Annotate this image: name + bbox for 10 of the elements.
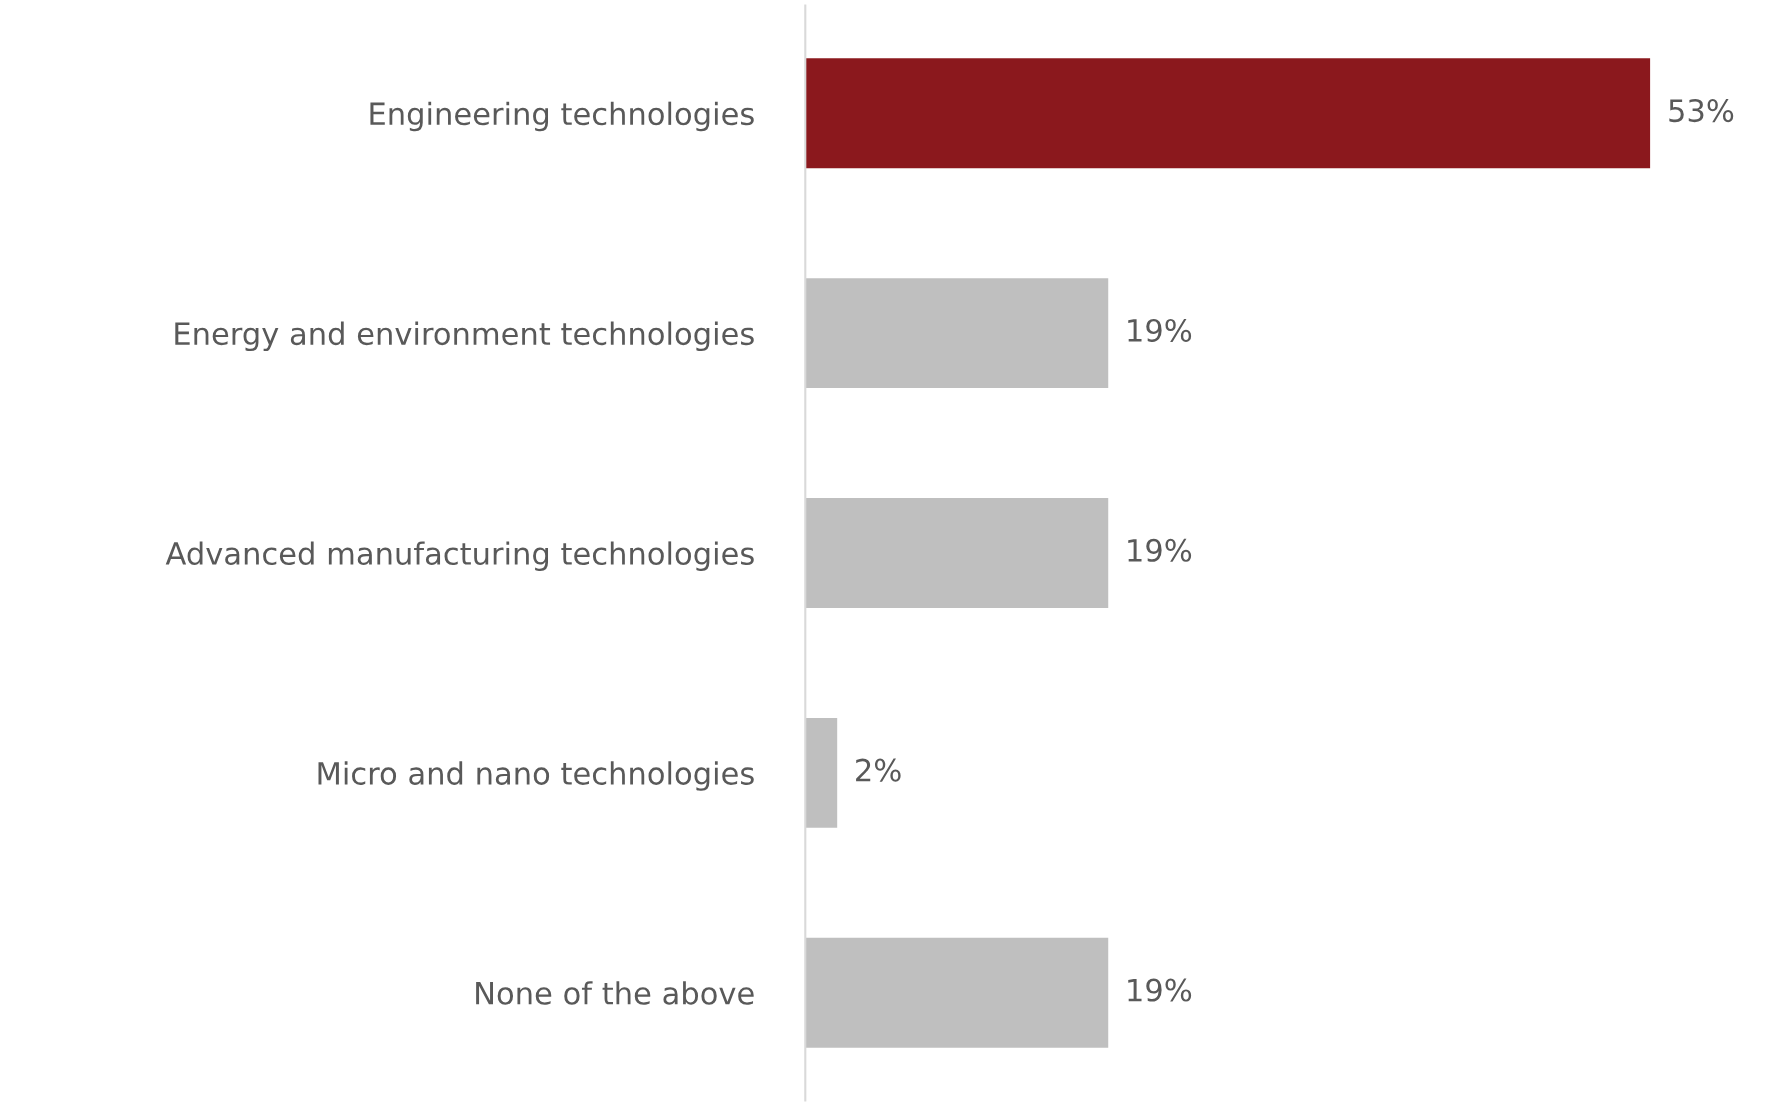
y-tick-label: None of the above: [476, 981, 754, 1005]
y-tick-label: Advanced manufacturing technologies: [165, 541, 754, 571]
y-tick-label: Engineering technologies: [370, 101, 754, 132]
y-tick-label: Energy and environment technologies: [175, 321, 754, 352]
data-label: 19%: [1128, 538, 1192, 562]
y-tick-label: Micro and nano technologies: [318, 761, 754, 791]
data-label: 2%: [856, 758, 901, 782]
data-label: 19%: [1128, 978, 1192, 1002]
data-label: 53%: [1669, 99, 1734, 123]
data-label: 19%: [1128, 318, 1192, 342]
